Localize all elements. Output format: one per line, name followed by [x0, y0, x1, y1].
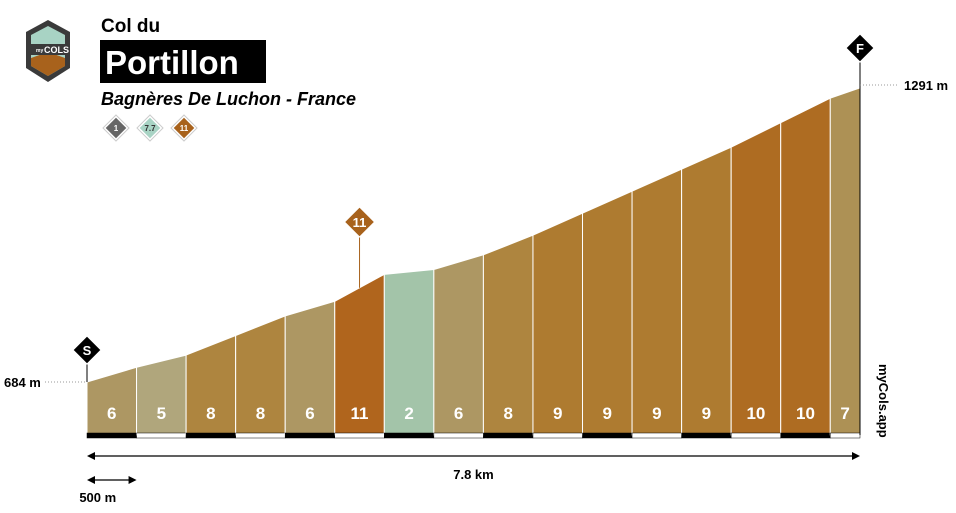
scale-arrow-head — [87, 476, 95, 484]
gradient-label: 7 — [840, 404, 849, 423]
end-elevation: 1291 m — [904, 78, 948, 93]
gradient-label: 8 — [503, 404, 512, 423]
badge-label: 7.7 — [144, 124, 156, 133]
gradient-label: 6 — [454, 404, 463, 423]
start-marker-label: S — [83, 343, 92, 358]
distance-stripe — [631, 432, 682, 439]
segment — [631, 168, 683, 436]
logo-small: my — [36, 48, 43, 54]
distance-stripe — [681, 432, 732, 439]
badge — [172, 116, 196, 140]
title: Portillon — [105, 44, 239, 81]
max-marker-label: 11 — [353, 215, 367, 230]
distance-stripe — [284, 432, 336, 439]
badge — [138, 116, 162, 140]
segment — [136, 354, 187, 436]
badge-label: 1 — [114, 124, 119, 133]
segment — [829, 87, 861, 436]
distance-stripe — [235, 432, 286, 439]
logo-band — [28, 44, 68, 55]
segment — [582, 190, 633, 436]
distance-stripe — [86, 432, 137, 439]
gradient-label: 9 — [652, 404, 661, 423]
gradient-label: 8 — [206, 404, 215, 423]
start-elevation: 684 m — [4, 375, 41, 390]
segment — [532, 212, 584, 436]
gradient-label: 2 — [404, 404, 413, 423]
finish-marker-label: F — [856, 41, 864, 56]
scale-label: 500 m — [79, 490, 116, 505]
segment — [730, 121, 782, 436]
gradient-label: 9 — [603, 404, 612, 423]
gradient-label: 11 — [351, 404, 369, 423]
segment — [681, 146, 732, 436]
badge — [104, 116, 128, 140]
subtitle: Bagnères De Luchon - France — [101, 89, 356, 109]
distance-stripe — [334, 432, 385, 439]
distance-stripe — [185, 432, 236, 439]
distance-stripe — [532, 432, 583, 439]
total-distance-arrow-head — [87, 452, 95, 460]
gradient-label: 10 — [796, 404, 815, 423]
gradient-label: 6 — [107, 404, 116, 423]
title-box — [100, 40, 266, 83]
distance-stripe — [483, 432, 534, 439]
gradient-label: 8 — [256, 404, 265, 423]
distance-stripe — [830, 432, 861, 439]
distance-stripe — [384, 432, 435, 439]
distance-stripe — [582, 432, 633, 439]
watermark: myCols.app — [876, 364, 891, 438]
segment — [780, 97, 831, 436]
segment — [86, 366, 138, 436]
logo-text: COLS — [44, 45, 69, 55]
gradient-label: 6 — [305, 404, 314, 423]
distance-stripe — [136, 432, 187, 439]
logo-mountain — [31, 52, 65, 76]
finish-marker — [845, 33, 875, 63]
badge-label: 11 — [180, 124, 189, 133]
gradient-label: 5 — [157, 404, 166, 423]
scale-arrow-head — [128, 476, 137, 484]
distance-stripe — [730, 432, 781, 439]
pretitle: Col du — [101, 16, 160, 37]
gradient-label: 9 — [553, 404, 562, 423]
total-distance: 7.8 km — [453, 467, 493, 482]
max-marker — [343, 206, 376, 238]
distance-stripe — [433, 432, 484, 439]
gradient-label: 10 — [746, 404, 765, 423]
start-marker — [72, 335, 102, 365]
gradient-label: 9 — [702, 404, 711, 423]
total-distance-arrow-head — [852, 452, 860, 460]
distance-stripe — [780, 432, 831, 439]
